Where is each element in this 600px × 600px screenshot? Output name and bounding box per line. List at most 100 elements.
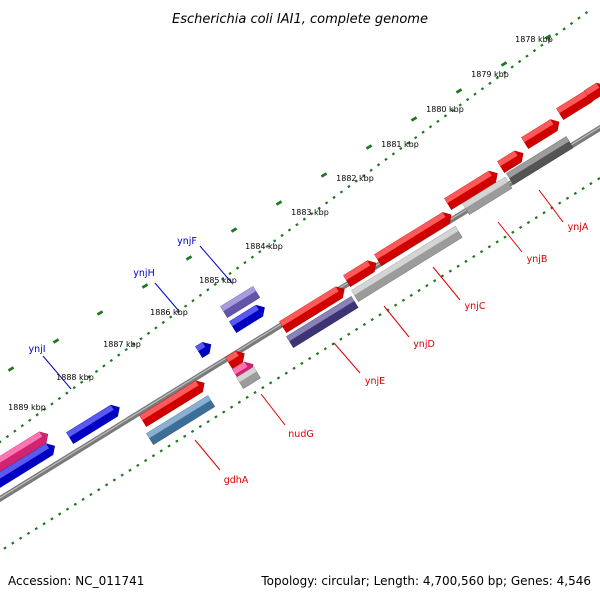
ruler-dot <box>436 119 440 123</box>
gene-label-ynjc[interactable]: ynjC <box>465 301 486 312</box>
ruler-major-tick <box>275 200 283 206</box>
ruler-dot <box>324 201 329 205</box>
ruler-dot <box>183 434 187 438</box>
gene-label-ynji[interactable]: ynjI <box>28 344 45 355</box>
ruler-dot <box>243 260 247 265</box>
kbp-label: 1882 kbp <box>336 174 374 183</box>
gene-block-highlight <box>220 286 256 312</box>
ruler-dot <box>268 381 273 385</box>
leader-line-ynjh <box>154 282 179 311</box>
ruler-dot <box>214 415 218 419</box>
ruler-dot <box>128 468 132 472</box>
ruler-dot <box>206 288 210 292</box>
ruler-dot <box>58 512 62 516</box>
ruler-dot <box>472 254 476 259</box>
ruler-dot <box>315 352 320 356</box>
inner-ruler-dots <box>3 177 600 550</box>
ruler-dot <box>370 318 374 322</box>
gene-block[interactable] <box>506 136 574 185</box>
gene-block[interactable] <box>584 82 600 102</box>
gene-block-highlight <box>236 366 257 383</box>
ruler-dot <box>151 454 156 458</box>
ruler-dot <box>317 206 321 210</box>
gene-label-ynjd[interactable]: ynjD <box>413 339 435 350</box>
leader-line-ynjb <box>497 221 523 253</box>
gene-block[interactable] <box>225 350 245 369</box>
gene-label-ynjh[interactable]: ynjH <box>133 268 154 279</box>
gene-block-highlight <box>225 351 239 363</box>
ruler-dot <box>558 201 562 205</box>
gene-block-highlight <box>343 260 371 281</box>
gene-block[interactable] <box>444 170 498 210</box>
gene-block[interactable] <box>286 296 359 348</box>
gene-block[interactable] <box>374 212 452 266</box>
ruler-dot <box>112 478 117 482</box>
gene-label-ynjb[interactable]: ynjB <box>527 254 548 265</box>
ruler-dot <box>131 342 136 346</box>
gene-label-ynja[interactable]: ynjA <box>568 222 589 233</box>
gene-block[interactable] <box>521 119 560 149</box>
gene-label-ynjf[interactable]: ynjF <box>177 236 197 247</box>
gene-label-nudg[interactable]: nudG <box>288 429 313 440</box>
ruler-dot <box>97 488 101 492</box>
ruler-major-tick <box>52 338 60 344</box>
ruler-dot <box>292 366 296 370</box>
ruler-dot <box>35 413 39 417</box>
ruler-dot <box>72 385 76 390</box>
ruler-dot <box>399 146 403 151</box>
ruler-dot <box>495 76 500 80</box>
ruler-dot <box>18 536 23 540</box>
ruler-dot <box>406 141 410 145</box>
leader-line-ynje <box>333 342 361 374</box>
ruler-dot <box>191 299 195 303</box>
ruler-dot <box>503 235 507 239</box>
gene-block[interactable] <box>139 380 205 427</box>
gene-block[interactable] <box>236 366 261 389</box>
ruler-dot <box>369 168 373 172</box>
gene-block[interactable] <box>220 286 261 318</box>
gene-block[interactable] <box>146 395 216 445</box>
gene-block-body <box>0 431 49 472</box>
gene-block[interactable] <box>66 404 120 444</box>
ruler-dot <box>417 288 421 293</box>
ruler-dot <box>458 103 462 107</box>
ruler-dot <box>198 424 203 429</box>
ruler-dot <box>488 81 492 85</box>
ruler-dot <box>433 279 437 283</box>
gene-block-highlight <box>66 405 114 438</box>
gene-block-highlight <box>146 395 211 439</box>
ruler-dot <box>413 135 418 140</box>
gene-block[interactable] <box>195 341 212 358</box>
ruler-dot <box>339 190 344 194</box>
ruler-dot <box>565 196 570 200</box>
ruler-dot <box>480 87 485 91</box>
accession-text: Accession: NC_011741 <box>8 574 145 588</box>
gene-label-ynje[interactable]: ynjE <box>365 376 385 387</box>
ruler-dot <box>27 418 32 422</box>
ruler-dot <box>518 225 523 229</box>
ruler-dot <box>5 434 10 439</box>
kbp-label: 1879 kbp <box>471 70 509 79</box>
gene-label-gdha[interactable]: gdhA <box>224 475 249 486</box>
gene-block[interactable] <box>462 176 513 215</box>
outer-ruler-dots <box>0 10 589 444</box>
ruler-dot <box>532 49 537 53</box>
ruler-major-tick <box>455 88 463 94</box>
ruler-dot <box>139 337 143 341</box>
ruler-dot <box>511 230 515 234</box>
gene-block[interactable] <box>343 260 377 287</box>
gene-block[interactable] <box>0 431 49 476</box>
gene-block-highlight <box>139 380 199 421</box>
gene-block[interactable] <box>229 304 265 333</box>
ruler-dot <box>295 222 299 227</box>
gene-block[interactable] <box>497 150 524 173</box>
ruler-dot <box>378 313 382 317</box>
ruler-dot <box>428 125 433 129</box>
gene-block[interactable] <box>279 286 345 333</box>
gene-block[interactable] <box>351 225 463 302</box>
gene-block[interactable] <box>0 443 56 492</box>
ruler-dot <box>161 320 166 325</box>
ruler-dot <box>81 497 85 502</box>
gene-block-highlight <box>195 342 206 352</box>
ruler-dot <box>3 546 7 550</box>
